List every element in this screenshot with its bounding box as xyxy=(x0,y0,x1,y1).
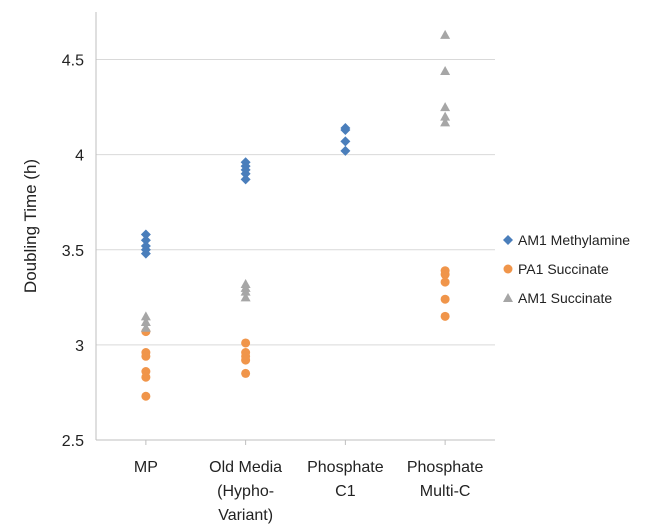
y-tick-labels: 2.5 3 3.5 4 4.5 xyxy=(62,53,84,450)
y-tick-label: 2.5 xyxy=(62,433,84,450)
pa1-succinate-point xyxy=(241,355,251,365)
y-tick-label: 4.5 xyxy=(62,53,84,70)
legend-label: AM1 Succinate xyxy=(518,290,612,306)
legend-label: PA1 Succinate xyxy=(518,261,609,277)
am1-methylamine-point xyxy=(140,248,151,259)
am1-methylamine-point xyxy=(140,235,151,246)
pa1-succinate-point xyxy=(141,372,151,382)
am1-succinate-point xyxy=(440,117,451,127)
am1-succinate-point xyxy=(240,292,251,302)
category-label: Phosphate xyxy=(407,459,484,476)
am1-succinate-point xyxy=(440,29,451,39)
y-axis-title: Doubling Time (h) xyxy=(21,159,40,293)
pa1-succinate-point xyxy=(440,277,450,287)
am1-succinate-point xyxy=(140,317,151,327)
pa1-succinate-point xyxy=(141,391,151,401)
am1-succinate-point xyxy=(140,322,151,332)
pa1-succinate-point xyxy=(440,311,450,321)
y-tick-label: 4 xyxy=(75,148,84,165)
am1-methylamine-point xyxy=(140,229,151,240)
category-label: Old Media xyxy=(209,459,282,476)
am1-methylamine-point xyxy=(240,174,251,185)
am1-methylamine-point xyxy=(340,124,351,135)
category-labels: MP Old Media (Hypho- Variant) Phosphate C1 Pho… xyxy=(134,459,484,524)
am1-succinate-point xyxy=(240,286,251,296)
pa1-succinate-point xyxy=(440,294,450,304)
category-label: Multi-C xyxy=(420,483,471,500)
am1-methylamine-point xyxy=(240,168,251,179)
am1-methylamine-point xyxy=(340,136,351,147)
legend-marker xyxy=(503,293,513,302)
y-tick-label: 3.5 xyxy=(62,243,84,260)
gridlines xyxy=(96,59,495,346)
category-label: C1 xyxy=(335,483,356,500)
pa1-succinate-point xyxy=(241,338,251,348)
category-label: Phosphate xyxy=(307,459,384,476)
x-axis-ticks xyxy=(145,440,446,445)
am1-succinate-point xyxy=(440,65,451,75)
data-points xyxy=(140,29,451,401)
pa1-succinate-point xyxy=(141,351,151,361)
y-tick-label: 3 xyxy=(75,338,84,355)
category-label: (Hypho- xyxy=(217,483,274,500)
legend-marker xyxy=(503,264,513,274)
am1-methylamine-point xyxy=(340,145,351,156)
pa1-succinate-point xyxy=(241,368,251,378)
pa1-succinate-point xyxy=(440,270,450,280)
legend-marker xyxy=(503,235,513,245)
am1-succinate-point xyxy=(440,102,451,112)
am1-succinate-point xyxy=(140,311,151,321)
am1-succinate-point xyxy=(440,111,451,121)
legend-label: AM1 Methylamine xyxy=(518,232,630,248)
legend: AM1 Methylamine PA1 Succinate AM1 Succinat… xyxy=(503,232,630,306)
category-label: Variant) xyxy=(218,507,273,524)
category-label: MP xyxy=(134,459,158,476)
